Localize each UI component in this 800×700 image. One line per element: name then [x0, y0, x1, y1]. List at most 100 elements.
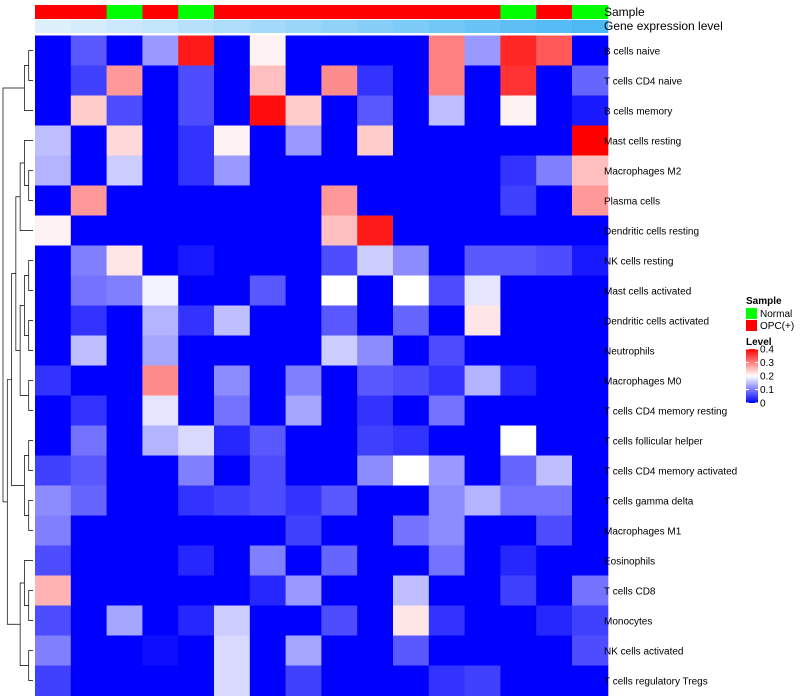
heatmap-cell	[572, 305, 609, 336]
row-label: Macrophages M1	[604, 527, 682, 538]
annotation-label-gene-expression: Gene expression level	[604, 19, 723, 33]
heatmap-cell	[249, 425, 287, 456]
heatmap-cell	[249, 665, 287, 696]
heatmap-cell	[357, 245, 394, 276]
heatmap-cell	[536, 35, 573, 66]
heatmap-cell	[536, 185, 573, 216]
heatmap-cell	[214, 215, 251, 246]
heatmap-cell	[35, 35, 72, 66]
heatmap-cell	[214, 185, 251, 216]
expression-annotation-cell	[536, 20, 573, 33]
heatmap-cell	[106, 425, 143, 456]
heatmap-cell	[464, 575, 501, 606]
dendrogram-branch	[24, 65, 33, 111]
heatmap-cell	[142, 215, 179, 246]
annotation-label-sample: Sample	[604, 5, 645, 19]
row-label: T cells CD8	[604, 587, 656, 598]
heatmap-cell	[70, 95, 108, 126]
heatmap-cell	[214, 605, 251, 636]
heatmap-cell	[572, 425, 609, 456]
heatmap-cell	[428, 305, 466, 336]
expression-annotation-cell	[357, 20, 394, 33]
heatmap-cell	[249, 65, 287, 96]
heatmap-cell	[70, 635, 108, 666]
heatmap-cell	[536, 575, 573, 606]
heatmap-cell	[178, 335, 215, 366]
heatmap-cell	[393, 365, 430, 396]
dendrogram-branch	[28, 590, 33, 621]
heatmap-cell	[142, 65, 179, 96]
heatmap-cell	[214, 335, 251, 366]
heatmap-cell	[357, 485, 394, 516]
expression-annotation-cell	[249, 20, 287, 33]
heatmap-cell	[142, 305, 179, 336]
heatmap-cell	[428, 215, 466, 246]
heatmap-cell	[35, 365, 72, 396]
expression-annotation-cell	[142, 20, 179, 33]
expression-annotation-cell	[35, 20, 72, 33]
heatmap-cell	[464, 395, 501, 426]
heatmap-cell	[285, 545, 322, 576]
sample-annotation-cell	[500, 5, 537, 19]
heatmap-cell	[142, 575, 179, 606]
heatmap-cell	[321, 185, 358, 216]
heatmap-cell	[428, 455, 466, 486]
heatmap-cell	[35, 95, 72, 126]
heatmap-cell	[249, 185, 287, 216]
heatmap-cell	[428, 155, 466, 186]
heatmap-cell	[500, 515, 537, 546]
heatmap-cell	[357, 35, 394, 66]
heatmap-cell	[428, 35, 466, 66]
legend-item-label: OPC(+)	[760, 321, 794, 332]
sample-annotation-cell	[142, 5, 179, 19]
heatmap-cell	[464, 305, 501, 336]
heatmap-cell	[536, 665, 573, 696]
heatmap-cell	[70, 215, 108, 246]
row-label: Monocytes	[604, 617, 652, 628]
dendrogram-branch	[28, 50, 33, 81]
heatmap-cell	[357, 575, 394, 606]
heatmap-cell	[428, 485, 466, 516]
heatmap-cell	[321, 335, 358, 366]
expression-annotation-cell	[214, 20, 251, 33]
row-label: Neutrophils	[604, 347, 655, 358]
heatmap-cell	[321, 575, 358, 606]
heatmap-cell	[393, 125, 430, 156]
heatmap-cell	[35, 635, 72, 666]
row-label: NK cells activated	[604, 647, 683, 658]
heatmap-cell	[321, 65, 358, 96]
heatmap-cell	[464, 245, 501, 276]
legend-tick-label: 0.1	[760, 385, 774, 396]
heatmap-cell	[536, 455, 573, 486]
heatmap-cell	[214, 575, 251, 606]
heatmap-cell	[106, 65, 143, 96]
heatmap-cell	[142, 275, 179, 306]
heatmap-cell	[536, 545, 573, 576]
heatmap-cell	[464, 455, 501, 486]
heatmap-cell	[249, 155, 287, 186]
heatmap-cell	[70, 485, 108, 516]
heatmap-cell	[249, 485, 287, 516]
heatmap-cell	[178, 515, 215, 546]
heatmap-cell	[572, 635, 609, 666]
heatmap-cell	[285, 185, 322, 216]
heatmap-cell	[70, 575, 108, 606]
row-label: Macrophages M0	[604, 377, 682, 388]
heatmap-cell	[178, 365, 215, 396]
heatmap-cell	[321, 275, 358, 306]
heatmap-cell	[285, 425, 322, 456]
heatmap-cell	[536, 635, 573, 666]
heatmap-cell	[70, 425, 108, 456]
heatmap-cell	[70, 35, 108, 66]
heatmap-cell	[464, 155, 501, 186]
heatmap-cell	[464, 545, 501, 576]
heatmap-cell	[572, 125, 609, 156]
sample-annotation-cell	[249, 5, 287, 19]
heatmap-cell	[178, 215, 215, 246]
heatmap-cell	[464, 335, 501, 366]
heatmap-cell	[321, 35, 358, 66]
heatmap-cell	[464, 95, 501, 126]
heatmap-cell	[536, 125, 573, 156]
row-label: T cells follicular helper	[604, 437, 703, 448]
heatmap-cell	[428, 395, 466, 426]
